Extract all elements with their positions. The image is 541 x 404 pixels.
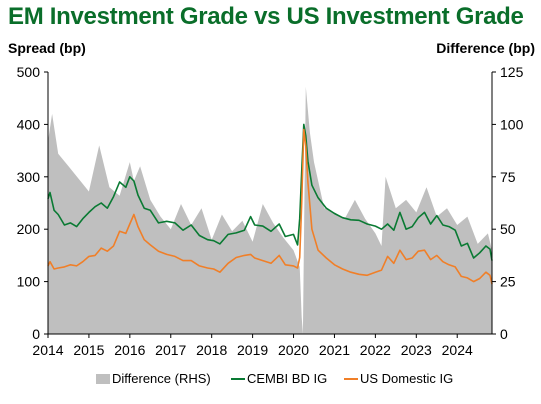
y-axis-right-label: Difference (bp) <box>436 40 535 56</box>
x-tick-label: 2023 <box>401 342 432 358</box>
legend-label: US Domestic IG <box>360 371 453 386</box>
legend-item: US Domestic IG <box>344 371 453 386</box>
y-right-tick-label: 125 <box>500 64 524 80</box>
y-left-tick-label: 400 <box>17 116 41 132</box>
y-right-tick-label: 75 <box>500 169 516 185</box>
x-tick-label: 2016 <box>114 342 145 358</box>
y-right-tick-label: 25 <box>500 274 516 290</box>
y-left-tick-label: 300 <box>17 169 41 185</box>
y-left-tick-label: 100 <box>17 274 41 290</box>
y-axis-left-label: Spread (bp) <box>8 40 86 56</box>
x-tick-label: 2015 <box>73 342 104 358</box>
y-left-tick-label: 200 <box>17 221 41 237</box>
legend-item: CEMBI BD IG <box>231 371 327 386</box>
x-tick-label: 2014 <box>32 342 63 358</box>
y-left-tick-label: 0 <box>32 326 40 342</box>
legend-label: CEMBI BD IG <box>247 371 327 386</box>
y-right-tick-label: 100 <box>500 116 524 132</box>
legend-swatch <box>96 374 110 384</box>
series-difference-rhs-area <box>48 86 492 334</box>
x-tick-label: 2019 <box>237 342 268 358</box>
x-tick-label: 2017 <box>155 342 186 358</box>
x-tick-label: 2024 <box>442 342 473 358</box>
chart-title: EM Investment Grade vs US Investment Gra… <box>8 3 524 30</box>
y-right-tick-label: 0 <box>500 326 508 342</box>
legend-item: Difference (RHS) <box>96 371 211 386</box>
y-left-tick-label: 500 <box>17 64 41 80</box>
series-us-domestic-ig-line <box>47 128 493 285</box>
x-tick-label: 2018 <box>196 342 227 358</box>
y-right-tick-label: 50 <box>500 221 516 237</box>
legend-label: Difference (RHS) <box>112 371 211 386</box>
series-cembi-bd-ig-line <box>47 123 493 261</box>
x-tick-label: 2020 <box>278 342 309 358</box>
x-tick-label: 2022 <box>360 342 391 358</box>
x-tick-label: 2021 <box>319 342 350 358</box>
